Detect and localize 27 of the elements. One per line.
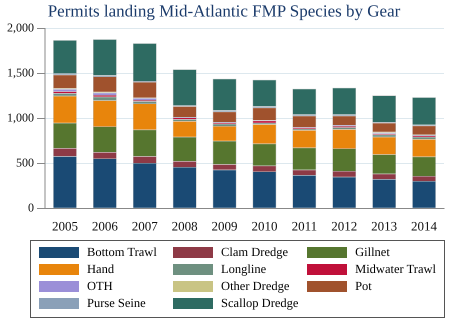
legend-label: Midwater Trawl	[355, 262, 436, 277]
legend-label: Pot	[355, 279, 372, 294]
x-tick-label: 2013	[371, 218, 398, 234]
legend-label: Hand	[87, 262, 114, 277]
x-tick-label: 2006	[92, 218, 118, 234]
y-tick-label: 0	[28, 200, 34, 215]
legend-label: Other Dredge	[221, 279, 290, 294]
x-tick-label: 2014	[411, 218, 438, 234]
legend-label: Clam Dredge	[221, 245, 288, 260]
legend-label: Purse Seine	[87, 296, 146, 311]
x-tick-label: 2011	[292, 218, 318, 234]
y-tick-label: 1,500	[7, 66, 34, 80]
x-tick-label: 2005	[52, 218, 78, 234]
x-tick-label: 2012	[331, 218, 358, 234]
legend-label: Longline	[221, 262, 266, 277]
legend-label: Scallop Dredge	[221, 296, 298, 311]
chart-title: Permits landing Mid-Atlantic FMP Species by Gear	[48, 2, 401, 21]
y-tick-label: 500	[16, 156, 34, 170]
x-tick-label: 2007	[132, 218, 158, 234]
y-tick-label: 2,000	[7, 20, 34, 35]
x-tick-label: 2010	[251, 218, 278, 234]
legend-label: Bottom Trawl	[87, 245, 157, 260]
y-tick-label: 1,000	[7, 110, 34, 125]
legend-label: OTH	[87, 279, 113, 294]
x-tick-label: 2008	[172, 218, 198, 234]
legend-label: Gillnet	[355, 245, 390, 260]
x-tick-label: 2009	[212, 218, 238, 234]
